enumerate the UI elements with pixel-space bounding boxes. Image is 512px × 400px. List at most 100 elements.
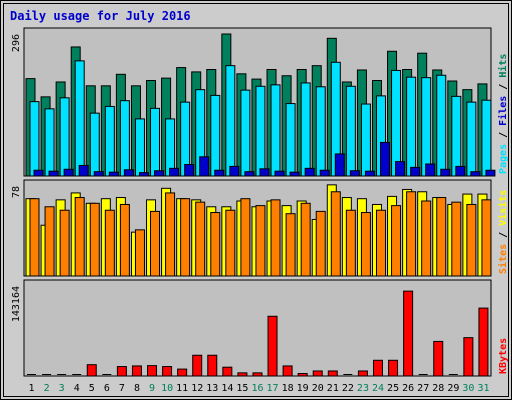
hits_panel-bar-pages [123, 169, 134, 177]
visits_panel-max-label: 78 [11, 186, 22, 198]
hits_panel-series-files [29, 60, 492, 177]
kbytes_panel-bar-kbytes [72, 374, 82, 375]
visits_panel-bar-sites [406, 191, 417, 277]
kbytes_panel-bar-kbytes [357, 370, 368, 377]
visits_panel-bar-sites [270, 199, 281, 277]
hits_panel-bar-pages [455, 165, 466, 177]
hits_panel-bar-files [89, 112, 100, 177]
hits_panel-bar-pages [319, 169, 330, 177]
visits_panel-bar-sites [210, 212, 221, 277]
hits_panel-bar-files [225, 65, 236, 177]
hits_panel-bar-pages [289, 171, 300, 177]
hits_panel-bar-pages [304, 167, 315, 177]
hits_panel-bar-files [436, 74, 447, 177]
kbytes_panel-bar-kbytes [297, 372, 308, 377]
hits_panel-bar-pages [244, 171, 255, 177]
visits_panel-bar-sites [300, 202, 311, 277]
day-label: 14 [221, 383, 233, 394]
hits_panel-bar-files [360, 103, 371, 177]
hits_panel-bar-files [345, 85, 356, 177]
hits_panel-bar-pages [349, 170, 360, 177]
day-label: 9 [149, 383, 155, 394]
hits_panel-bar-files [165, 118, 176, 177]
day-label: 28 [432, 383, 444, 394]
hits_panel-legend-item: / [498, 78, 509, 96]
hits_panel-bar-pages [470, 171, 481, 177]
kbytes_panel-bar-kbytes [131, 365, 142, 377]
hits_panel-bar-pages [334, 153, 345, 177]
kbytes_panel-bar-kbytes [237, 372, 248, 377]
visits_panel: 78 Sites / Visits [11, 179, 509, 277]
visits_panel-bar-sites [180, 198, 191, 277]
hits_panel-bar-pages [229, 165, 240, 177]
day-label: 17 [267, 383, 279, 394]
kbytes_panel-bar-kbytes [463, 337, 474, 377]
kbytes_panel-bar-kbytes [403, 290, 414, 377]
hits_panel-bar-files [421, 77, 432, 177]
kbytes_panel-bar-kbytes [86, 364, 97, 377]
hits_panel-legend-item: Hits [497, 54, 509, 78]
kbytes_panel-bar-kbytes [177, 368, 188, 377]
chart-frame-inner [3, 3, 509, 397]
visits_panel-bar-sites [29, 198, 40, 277]
day-label: 4 [74, 383, 80, 394]
visits_panel-bar-sites [134, 229, 145, 277]
visits_panel-bar-sites [466, 203, 477, 277]
hits_panel-bar-files [104, 105, 115, 177]
visits_panel-bar-sites [360, 212, 371, 277]
day-label: 20 [312, 383, 324, 394]
kbytes_panel-bar-kbytes [27, 374, 36, 375]
day-label: 27 [417, 383, 429, 394]
hits_panel-bar-pages [154, 170, 165, 177]
day-label: 19 [297, 383, 309, 394]
visits_panel-bar-sites [59, 209, 70, 277]
hits_panel-bar-files [210, 94, 221, 177]
kbytes_panel: 143164 KBytes [11, 279, 509, 377]
hits_panel-bar-pages [184, 163, 195, 177]
visits_panel-bar-sites [119, 203, 130, 277]
visits_panel-bar-sites [285, 213, 296, 277]
day-label: 7 [119, 383, 125, 394]
hits_panel-bar-pages [425, 163, 436, 177]
kbytes_panel-legend: KBytes [498, 338, 509, 374]
hits_panel-bar-pages [485, 169, 496, 177]
hits_panel-bar-pages [440, 168, 451, 177]
hits_panel-bar-files [270, 84, 281, 177]
day-label: 10 [161, 383, 173, 394]
hits_panel-bar-files [300, 82, 311, 177]
kbytes_panel-bar-kbytes [207, 354, 218, 377]
kbytes_panel-bar-kbytes [388, 359, 399, 377]
visits_panel-bar-sites [240, 198, 251, 277]
day-label: 11 [176, 383, 188, 394]
visits_panel-bar-sites [150, 210, 161, 277]
hits_panel-legend-item: Files [497, 96, 509, 126]
day-axis-labels: 1 2 3 4 5 6 7 8 9 10 11 12 13 14 15 16 17 18 19 20 21 22 23 24 2… [29, 383, 490, 394]
hits_panel-bar-pages [364, 170, 375, 177]
hits_panel-bar-files [255, 85, 266, 177]
kbytes_panel-max-label: 143164 [11, 286, 22, 322]
visits_panel-bar-sites [225, 209, 236, 277]
day-label: 21 [327, 383, 339, 394]
hits_panel-bar-pages [199, 156, 210, 177]
visits_panel-bar-sites [330, 191, 341, 277]
hits_panel-bar-files [391, 69, 402, 177]
hits_panel-bar-pages [379, 141, 390, 177]
hits_panel-bar-files [150, 107, 161, 177]
visits_panel-legend-item: Sites [497, 244, 509, 274]
visits_panel-bar-sites [421, 200, 432, 277]
chart-panels: 296 Pages / Files / Hits 78 Sites / Visits 1… [11, 27, 509, 377]
kbytes_panel-bar-kbytes [327, 370, 338, 377]
visits_panel-bar-sites [315, 210, 326, 277]
kbytes_panel-legend-item: KBytes [498, 338, 509, 374]
hits_panel-bar-pages [138, 172, 149, 177]
kbytes_panel-plot-area [23, 279, 492, 377]
hits_panel-bar-files [481, 99, 492, 177]
visits_panel-bar-sites [195, 201, 206, 277]
hits_panel-legend-item: Pages [498, 144, 509, 174]
hits_panel-bar-files [285, 103, 296, 177]
kbytes_panel-bar-kbytes [192, 354, 203, 377]
day-label: 22 [342, 383, 354, 394]
hits_panel-bar-pages [169, 167, 180, 177]
hits_panel-bar-pages [259, 168, 270, 177]
